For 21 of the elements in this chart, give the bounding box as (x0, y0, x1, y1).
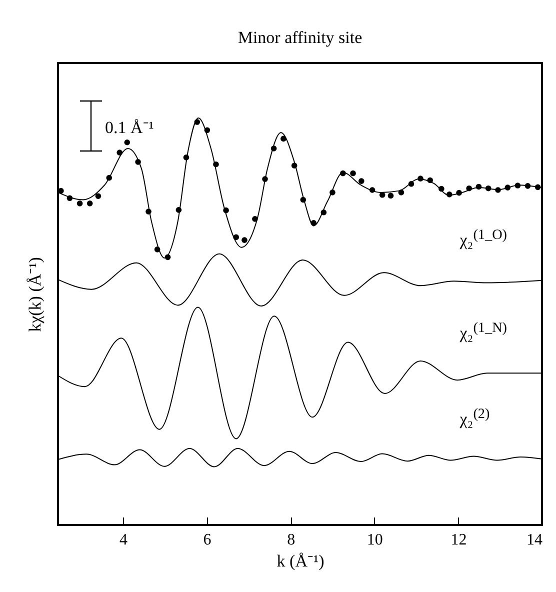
x-axis-title: k (Å⁻¹) (276, 552, 324, 570)
point (86, 200, 93, 206)
x-tick-label: 6 (203, 532, 212, 548)
x-tick-label: 4 (119, 532, 128, 548)
annotation: 0.1 Å⁻¹ (105, 118, 154, 137)
point (76, 200, 83, 206)
chart-title: Minor affinity site (238, 28, 362, 47)
series-label: χ₂$^{(1_O)}$ (460, 227, 508, 250)
x-tick-label: 12 (450, 532, 467, 548)
x-tick-label: 8 (287, 532, 296, 548)
x-tick-label: 10 (366, 532, 383, 548)
point (95, 193, 102, 200)
point (350, 170, 356, 176)
x-tick-label: 14 (526, 532, 542, 548)
point (388, 192, 394, 199)
point (358, 178, 364, 184)
series-label: χ₂$^{(2)}$ (460, 406, 490, 429)
series-label: χ₂$^{(1_N)}$ (460, 320, 508, 343)
point (124, 139, 130, 146)
point (242, 237, 248, 243)
y-axis-title: kχ(k) (Å⁻¹) (26, 257, 44, 332)
